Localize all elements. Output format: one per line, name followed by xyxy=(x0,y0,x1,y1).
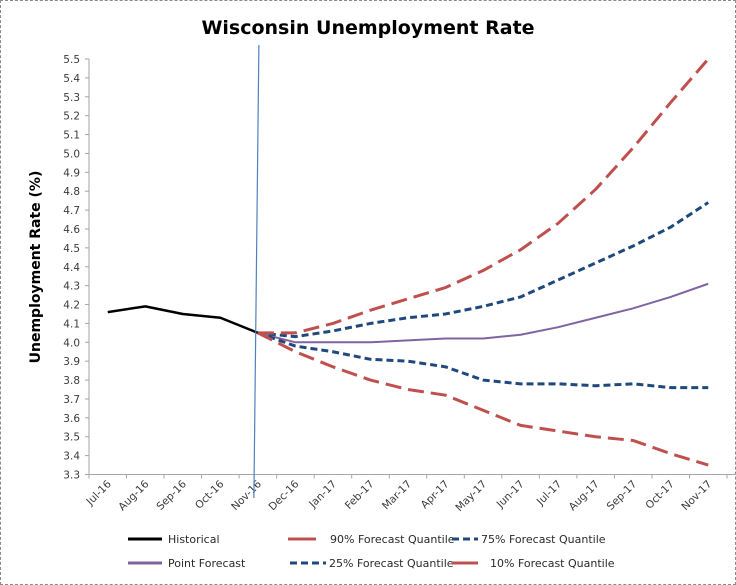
legend: Historical 90% Forecast Quantile 75% Forec… xyxy=(128,533,615,570)
x-tick-label: Oct-17 xyxy=(643,478,676,511)
y-tick-label: 4.0 xyxy=(63,337,80,349)
x-tick-label: Aug-17 xyxy=(567,478,602,513)
legend-item: 75% Forecast Quantile xyxy=(452,533,606,546)
y-tick-label: 4.6 xyxy=(63,224,80,236)
x-tick-label: Jul-17 xyxy=(534,478,564,508)
y-tick-label: 5.5 xyxy=(63,54,80,66)
y-axis-label: Unemployment Rate (%) xyxy=(28,171,44,364)
y-tick-label: 4.1 xyxy=(63,318,80,330)
y-tick-label: 4.3 xyxy=(63,281,80,293)
legend-label: 10% Forecast Quantile xyxy=(490,557,615,570)
y-tick-label: 5.2 xyxy=(63,111,80,123)
x-tick-label: Sep-16 xyxy=(154,478,189,513)
y-tick-label: 3.3 xyxy=(63,470,80,482)
y-tick-label: 3.7 xyxy=(63,394,80,406)
x-tick-label: May-17 xyxy=(453,478,489,514)
y-tick-label: 4.5 xyxy=(63,243,80,255)
y-tick-label: 5.3 xyxy=(63,92,80,104)
x-tick-label: Aug-16 xyxy=(116,478,151,513)
legend-label: Historical xyxy=(168,533,220,546)
x-tick-label: Oct-16 xyxy=(193,478,227,512)
legend-item: 25% Forecast Quantile xyxy=(290,557,454,570)
y-tick-label: 5.1 xyxy=(63,130,80,142)
x-tick-label: Nov-16 xyxy=(229,478,264,513)
series-90-forecast-quantile xyxy=(257,58,710,335)
legend-label: Point Forecast xyxy=(168,557,246,570)
x-tick-label: Mar-17 xyxy=(380,478,414,512)
x-tick-label: Sep-17 xyxy=(605,478,640,513)
y-tick-label: 3.4 xyxy=(63,451,80,463)
y-tick-label: 5.4 xyxy=(63,73,80,85)
series-10-forecast-quantile xyxy=(257,331,709,467)
x-tick-label: Dec-16 xyxy=(267,478,302,513)
x-tick-label: Apr-17 xyxy=(419,478,452,511)
y-tick-label: 3.8 xyxy=(63,375,80,387)
x-tick-label: Jun-17 xyxy=(494,478,527,511)
forecast-start-layer xyxy=(253,44,260,499)
x-tick-label: Jan-17 xyxy=(306,478,339,511)
y-tick-label: 4.8 xyxy=(63,186,80,198)
x-tick-label: Jul-16 xyxy=(84,478,115,509)
series-25-forecast-quantile xyxy=(257,331,709,390)
series-historical xyxy=(107,305,259,335)
legend-item: Historical xyxy=(128,533,220,546)
axes: 3.3 3.4 3.5 3.6 3.7 3.8 3.9 4.0 4.1 4.2 4.3 4.4 4.5 4… xyxy=(63,54,735,514)
series-layer xyxy=(107,58,710,467)
y-tick-label: 3.6 xyxy=(63,413,80,425)
legend-item: 90% Forecast Quantile xyxy=(288,533,455,546)
y-tick-label: 4.9 xyxy=(63,167,80,179)
legend-item: 10% Forecast Quantile xyxy=(452,557,615,570)
forecast-start-line xyxy=(253,44,260,499)
y-tick-label: 3.9 xyxy=(63,356,80,368)
x-tick-label: Nov-17 xyxy=(679,478,714,513)
legend-label: 25% Forecast Quantile xyxy=(329,557,454,570)
legend-label: 75% Forecast Quantile xyxy=(481,533,606,546)
legend-item: Point Forecast xyxy=(128,557,246,570)
y-tick-label: 4.2 xyxy=(63,300,80,312)
x-tick-label: Feb-17 xyxy=(343,478,377,512)
y-tick-label: 4.4 xyxy=(63,262,80,274)
y-tick-label: 4.7 xyxy=(63,205,80,217)
legend-label: 90% Forecast Quantile xyxy=(330,533,455,546)
y-tick-label: 5.0 xyxy=(63,148,80,160)
y-tick-label: 3.5 xyxy=(63,432,80,444)
chart-title: Wisconsin Unemployment Rate xyxy=(201,17,534,39)
